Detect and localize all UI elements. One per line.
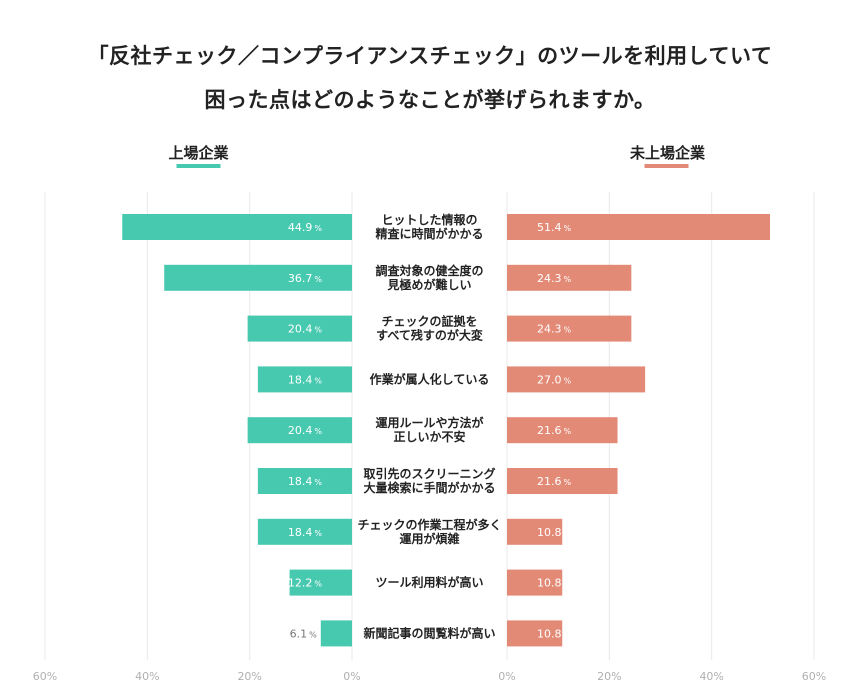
x-tick-label: 0% [498, 670, 515, 683]
data-label-listed: 20.4% [288, 323, 323, 336]
x-tick-label: 20% [237, 670, 261, 683]
x-tick-label: 0% [343, 670, 360, 683]
bar-listed [122, 214, 353, 240]
data-label-unlisted: 24.3% [537, 272, 572, 285]
data-label-listed: 18.4% [288, 475, 323, 488]
bar-listed [257, 366, 352, 393]
bar-listed [164, 264, 352, 291]
category-label: チェックの証拠を [381, 314, 477, 329]
legend-swatch-listed [176, 164, 221, 168]
bar-unlisted [507, 569, 563, 596]
bar-listed [257, 518, 352, 545]
data-label-listed: 6.1% [290, 627, 318, 640]
category-label: すべて残すのが大変 [376, 328, 484, 343]
data-label-unlisted: 27.0% [537, 373, 572, 386]
bar-unlisted [507, 214, 770, 240]
x-tick-label: 40% [699, 670, 723, 683]
bar-listed [257, 468, 352, 494]
category-label: 作業が属人化している [370, 371, 490, 386]
data-label-unlisted: 10.8% [537, 577, 572, 590]
category-label: 見極めが難しい [386, 277, 471, 292]
chart-title: 「反社チェック／コンプライアンスチェック」のツールを利用していて 困った点はどの… [0, 34, 860, 122]
data-label-listed: 12.2% [288, 577, 323, 590]
x-tick-label: 20% [597, 670, 621, 683]
data-label-listed: 36.7% [288, 272, 323, 285]
x-tick-label: 40% [135, 670, 159, 683]
x-tick-label: 60% [802, 670, 826, 683]
legend-label-listed: 上場企業 [168, 144, 229, 162]
data-label-unlisted: 21.6% [537, 424, 572, 437]
category-label: ヒットした情報の [381, 212, 477, 227]
category-label: 取引先のスクリーニング [363, 466, 495, 481]
bar-unlisted [507, 468, 618, 494]
data-label-listed: 44.9% [288, 221, 323, 234]
bar-unlisted [507, 264, 632, 291]
category-label: 正しいか不安 [393, 429, 465, 444]
bar-unlisted [507, 366, 646, 393]
bar-unlisted [507, 518, 563, 545]
bar-listed [320, 620, 352, 647]
category-label: 精査に時間がかかる [375, 226, 483, 241]
bar-listed [247, 315, 352, 342]
bar-unlisted [507, 620, 563, 647]
legend-swatch-unlisted [644, 164, 689, 168]
data-label-listed: 20.4% [288, 424, 323, 437]
data-label-unlisted: 21.6% [537, 475, 572, 488]
data-label-unlisted: 10.8% [537, 627, 572, 640]
category-label: 運用ルールや方法が [375, 415, 483, 430]
bar-listed [289, 569, 352, 596]
data-label-listed: 18.4% [288, 373, 323, 386]
category-label: 新聞記事の閲覧料が高い [363, 625, 495, 640]
bar-listed [247, 417, 352, 444]
chart-title-line-2: 困った点はどのようなことが挙げられますか。 [204, 88, 656, 112]
data-label-listed: 18.4% [288, 526, 323, 539]
bar-unlisted [507, 315, 632, 342]
category-label: 調査対象の健全度の [375, 263, 483, 278]
data-label-unlisted: 24.3% [537, 323, 572, 336]
data-label-unlisted: 51.4% [537, 221, 572, 234]
bar-unlisted [507, 417, 618, 444]
chart-title-line-1: 「反社チェック／コンプライアンスチェック」のツールを利用していて [87, 44, 773, 68]
category-label: 大量検索に手間がかかる [363, 480, 495, 495]
category-label: ツール利用料が高い [375, 575, 483, 590]
category-label: チェックの作業工程が多く [357, 517, 501, 532]
data-label-unlisted: 10.8% [537, 526, 572, 539]
x-tick-label: 60% [33, 670, 57, 683]
category-label: 運用が煩雑 [399, 531, 459, 546]
legend-label-unlisted: 未上場企業 [629, 144, 706, 162]
